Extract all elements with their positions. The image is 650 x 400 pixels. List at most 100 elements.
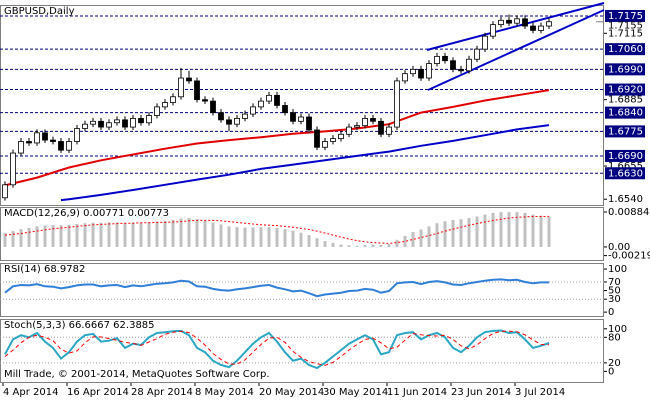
- candle-body: [338, 133, 344, 140]
- candle-body: [42, 132, 48, 141]
- macd-bar: [259, 227, 263, 247]
- candle-body: [370, 118, 376, 122]
- level-label: 1.6840: [608, 108, 643, 119]
- candle-body: [282, 105, 288, 114]
- candle-body: [26, 141, 32, 144]
- candle-body: [386, 126, 392, 135]
- y-tick-label: 70: [608, 277, 621, 288]
- candle-body: [154, 106, 160, 116]
- x-tick-label: 4 Apr 2014: [3, 387, 58, 398]
- candle-body: [506, 19, 512, 24]
- candle-body: [498, 19, 504, 26]
- macd-bar: [443, 221, 447, 247]
- channel-lower: [427, 9, 605, 91]
- level-label: 1.6920: [608, 85, 643, 96]
- macd-bar: [35, 226, 39, 247]
- macd-bar: [307, 235, 311, 247]
- candle-body: [362, 118, 368, 127]
- macd-bar: [3, 233, 7, 247]
- candle-body: [378, 120, 384, 135]
- candle-body: [458, 68, 464, 72]
- macd-bar: [59, 225, 63, 247]
- watermark: Mill Trade, © 2001-2014, MetaQuotes Soft…: [4, 369, 270, 380]
- macd-bar: [171, 220, 175, 247]
- macd-bar: [331, 242, 335, 247]
- candle-body: [450, 60, 456, 70]
- candle-body: [106, 122, 112, 128]
- macd-bar: [427, 226, 431, 247]
- candle-body: [298, 116, 304, 122]
- channel-upper: [426, 2, 605, 51]
- candle-body: [418, 68, 424, 79]
- candle-body: [170, 96, 176, 103]
- candle-body: [138, 118, 144, 124]
- candle-body: [66, 141, 72, 151]
- macd-bar: [227, 226, 231, 247]
- level-label-box: [605, 149, 645, 162]
- candle-body: [234, 118, 240, 125]
- candle-body: [186, 77, 192, 82]
- macd-bar: [267, 227, 271, 247]
- macd-bar: [219, 224, 223, 247]
- macd-bar: [91, 222, 95, 247]
- panel-frame: [0, 319, 604, 383]
- moving-average: [4, 89, 550, 187]
- macd-bar: [411, 231, 415, 247]
- macd-bar: [51, 225, 55, 247]
- macd-bar: [243, 227, 247, 247]
- macd-bar: [235, 227, 239, 247]
- trend-channel: [426, 2, 605, 91]
- candle-body: [74, 128, 80, 142]
- macd-bar: [187, 218, 191, 247]
- level-label: 1.6630: [608, 168, 643, 179]
- x-tick-label: 20 May 2014: [259, 387, 324, 398]
- candle-body: [474, 48, 480, 60]
- candle-body: [146, 115, 152, 124]
- candle-body: [250, 106, 256, 115]
- macd-bar: [347, 245, 351, 247]
- macd-bar: [299, 232, 303, 247]
- candle-body: [218, 112, 224, 121]
- x-tick-label: 30 May 2014: [323, 387, 388, 398]
- level-label: 1.6775: [608, 126, 643, 137]
- indicator-line: [4, 330, 550, 366]
- macd-bar: [507, 212, 511, 247]
- macd-bar: [131, 222, 135, 247]
- indicator-line: [4, 278, 549, 298]
- y-tick-label: 100: [608, 264, 627, 275]
- last-price-label: 1.7155: [608, 21, 643, 32]
- macd-bar: [323, 241, 327, 247]
- candle-body: [482, 35, 488, 50]
- y-tick-label: 50: [608, 286, 621, 297]
- macd-bar: [467, 218, 471, 247]
- candle-body: [442, 55, 448, 62]
- candle-body: [322, 141, 328, 148]
- macd-bar: [83, 223, 87, 247]
- candle-body: [434, 55, 440, 64]
- candle-body: [466, 58, 472, 72]
- macd-bar: [355, 245, 359, 247]
- macd-bar: [491, 212, 495, 247]
- macd-bar: [27, 227, 31, 247]
- macd-bar: [123, 222, 127, 247]
- x-tick-label: 8 May 2014: [195, 387, 254, 398]
- y-tick-label: 0: [608, 307, 614, 318]
- candle-body: [530, 25, 536, 31]
- macd-bar: [379, 244, 383, 247]
- candle-body: [354, 125, 360, 128]
- macd-bar: [19, 229, 23, 247]
- x-tick-label: 16 Apr 2014: [67, 387, 129, 398]
- candle-body: [2, 184, 8, 199]
- level-label-box: [605, 43, 645, 56]
- candle-body: [90, 120, 96, 125]
- y-tick-label: 0.00884: [608, 207, 649, 218]
- level-label-box: [605, 125, 645, 138]
- macd-bar: [499, 212, 503, 247]
- macd-bar: [435, 223, 439, 247]
- candle-body: [50, 139, 56, 142]
- candle-body: [426, 63, 432, 79]
- macd-bar: [395, 239, 399, 247]
- macd-bar: [403, 235, 407, 247]
